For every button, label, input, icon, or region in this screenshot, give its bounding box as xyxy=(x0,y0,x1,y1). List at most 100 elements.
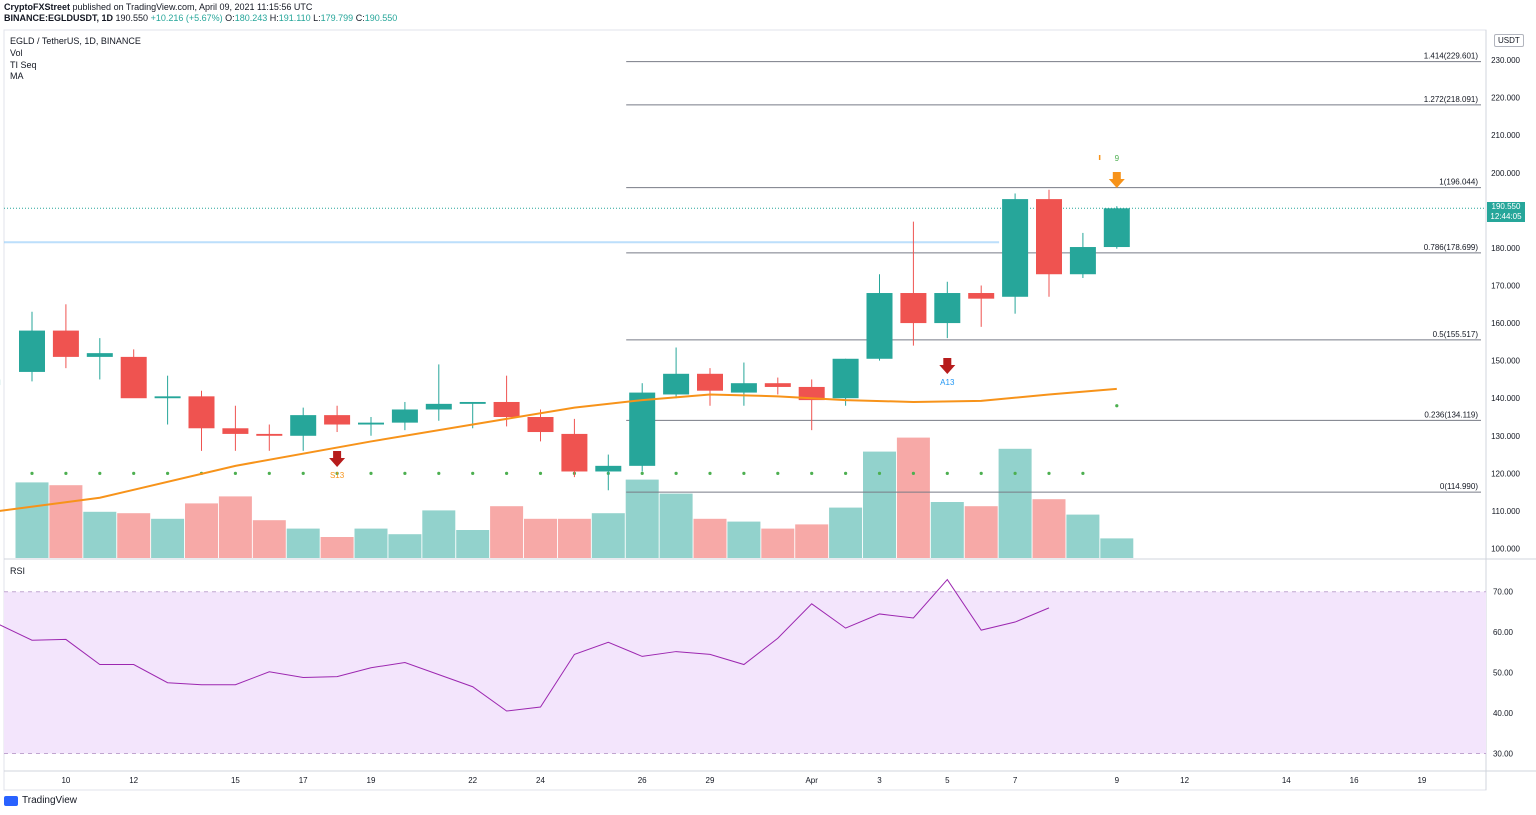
current-price-tag: 190.550 12:44:05 xyxy=(1487,202,1525,222)
seq-dot xyxy=(98,471,102,475)
legend-item-ti-seq[interactable]: TI Seq xyxy=(10,60,37,70)
last-price: 190.550 xyxy=(115,13,149,23)
sequential-label-a13: A13 xyxy=(940,378,955,387)
time-tick-label: 10 xyxy=(61,776,70,785)
sequential-count-9: 9 xyxy=(1115,154,1120,163)
candle-body xyxy=(832,358,859,399)
rsi-tick-label: 30.00 xyxy=(1493,750,1514,759)
volume-bar xyxy=(15,482,49,558)
candle-body xyxy=(188,396,215,429)
seq-dot xyxy=(369,471,373,475)
sell-arrow-icon xyxy=(329,451,346,467)
time-tick-label: 22 xyxy=(468,776,477,785)
candle-body xyxy=(1036,199,1062,275)
legend-item-ma[interactable]: MA xyxy=(10,71,24,81)
ohlc-bar: BINANCE:EGLDUSDT, 1D 190.550 +10.216 (+5… xyxy=(4,13,397,23)
volume-bar xyxy=(591,513,625,558)
volume-bar xyxy=(252,520,286,558)
fib-level-label: 0.5(155.517) xyxy=(1433,330,1479,339)
volume-bar xyxy=(117,513,151,558)
volume-bar xyxy=(896,437,930,558)
seq-dot xyxy=(877,471,882,475)
seq-dot xyxy=(945,471,949,475)
candle-body xyxy=(459,401,486,404)
candle-body xyxy=(154,396,181,399)
published-text: published on TradingView.com, April 09, … xyxy=(72,2,313,12)
candle-body xyxy=(934,293,961,324)
candle-body xyxy=(358,422,384,425)
seq-dot xyxy=(742,471,746,475)
candle-body xyxy=(391,409,418,423)
volume-bar xyxy=(795,524,829,558)
high-label: H: xyxy=(269,13,279,23)
candle-body xyxy=(798,386,825,401)
time-tick-label: 19 xyxy=(1417,776,1426,785)
seq-dot xyxy=(233,471,237,475)
candle-body xyxy=(120,356,147,399)
volume-bar xyxy=(218,496,252,558)
time-tick-label: 9 xyxy=(1115,776,1120,785)
time-tick-label: 24 xyxy=(536,776,545,785)
volume-bar xyxy=(286,528,320,558)
fib-level-label: 0.236(134.119) xyxy=(1424,410,1478,419)
rsi-tick-label: 50.00 xyxy=(1493,669,1514,678)
seq-dot xyxy=(471,471,475,475)
volume-bar xyxy=(422,510,456,558)
seq-dot xyxy=(403,471,407,475)
publish-info: CryptoFXStreet published on TradingView.… xyxy=(4,2,312,12)
volume-bar xyxy=(185,503,218,558)
time-tick-label: 3 xyxy=(877,776,882,785)
volume-bar xyxy=(863,451,896,558)
volume-bar xyxy=(625,479,659,558)
candle-body xyxy=(1069,247,1096,275)
price-tick-label: 150.000 xyxy=(1491,357,1520,366)
price-tick-label: 180.000 xyxy=(1491,244,1520,253)
candle-body xyxy=(527,417,554,433)
candle-body xyxy=(222,428,249,434)
volume-bar xyxy=(490,506,524,558)
seq-dot xyxy=(30,471,34,475)
seq-dot xyxy=(1047,471,1051,475)
fib-level-label: 0(114.990) xyxy=(1440,482,1478,491)
time-tick-label: 16 xyxy=(1350,776,1359,785)
candle-body xyxy=(425,403,452,410)
candle-body xyxy=(663,373,690,395)
price-tick-label: 120.000 xyxy=(1491,469,1520,478)
publisher-name: CryptoFXStreet xyxy=(4,2,71,12)
seq-dot xyxy=(810,471,814,475)
tradingview-logo[interactable]: TradingView xyxy=(4,795,77,806)
volume-bar xyxy=(320,537,354,558)
time-tick-label: 7 xyxy=(1013,776,1018,785)
time-tick-label: 26 xyxy=(638,776,647,785)
open-label: O: xyxy=(225,13,235,23)
volume-bar xyxy=(761,528,795,558)
sequential-label-s13: S13 xyxy=(330,471,345,480)
candle-body xyxy=(697,373,723,391)
price-tick-label: 230.000 xyxy=(1491,56,1520,65)
seq-dot xyxy=(132,471,136,475)
candle-body xyxy=(629,392,656,466)
seq-dot xyxy=(335,471,339,475)
fib-level-label: 1.272(218.091) xyxy=(1424,95,1479,104)
legend-title[interactable]: EGLD / TetherUS, 1D, BINANCE xyxy=(10,36,141,46)
seq-dot xyxy=(844,471,848,475)
candle-body xyxy=(256,433,283,436)
symbol-label: BINANCE:EGLDUSDT, 1D xyxy=(4,13,114,23)
volume-bar xyxy=(829,507,863,558)
rsi-pane-label[interactable]: RSI xyxy=(10,566,26,576)
seq-dot xyxy=(979,471,983,475)
high-value: 191.110 xyxy=(278,13,311,23)
candle-body xyxy=(866,293,893,359)
currency-unit-badge[interactable]: USDT xyxy=(1494,34,1524,47)
candle-body xyxy=(764,383,791,387)
seq-dot xyxy=(911,471,916,475)
seq-dot xyxy=(166,471,170,475)
candle-body xyxy=(900,293,927,324)
candle-body xyxy=(1002,199,1029,297)
legend-item-vol[interactable]: Vol xyxy=(10,48,23,58)
price-tick-label: 100.000 xyxy=(1491,545,1520,554)
candle-body xyxy=(290,415,317,436)
seq-dot xyxy=(64,471,68,475)
candle-body xyxy=(1103,208,1130,248)
